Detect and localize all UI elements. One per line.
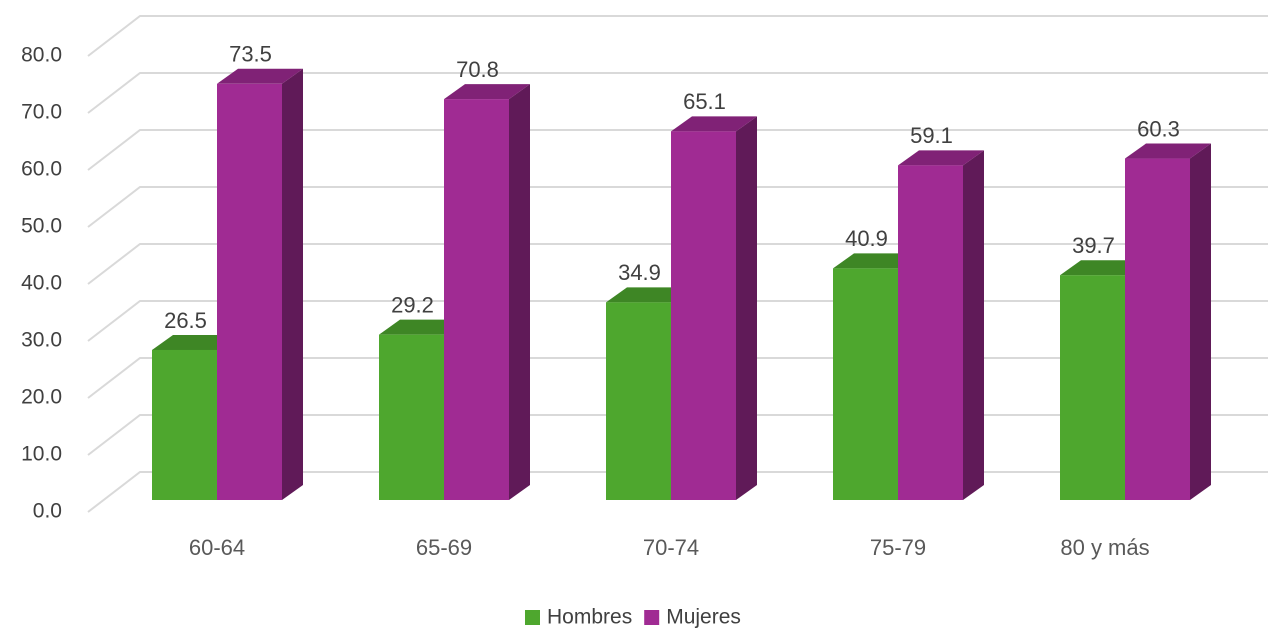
y-tick-label: 40.0 (21, 272, 62, 295)
legend-swatch (525, 610, 540, 625)
data-label: 34.9 (618, 260, 661, 285)
y-tick-label: 50.0 (21, 215, 62, 238)
grid-line (87, 72, 1268, 114)
bar-side (282, 68, 303, 501)
bar-front (217, 83, 282, 501)
bar-front (1060, 275, 1125, 500)
bar-front (152, 349, 217, 500)
bar-top (1125, 143, 1211, 159)
bar-top (833, 253, 919, 269)
bar-front (444, 99, 509, 500)
bar-top (444, 84, 530, 100)
y-tick-label: 20.0 (21, 386, 62, 409)
bar-top (217, 68, 303, 84)
x-tick-label: 80 y más (1060, 535, 1149, 560)
data-label: 65.1 (683, 89, 726, 114)
legend-swatch (644, 610, 660, 625)
data-label: 26.5 (164, 308, 207, 333)
data-label: 73.5 (229, 42, 272, 67)
grid-line (87, 186, 1268, 228)
bar (217, 68, 303, 501)
y-tick-label: 10.0 (21, 443, 62, 466)
bar-side (509, 84, 530, 500)
bar-top (152, 334, 238, 350)
grid-line (87, 129, 1268, 171)
x-tick-label: 75-79 (870, 535, 926, 560)
grid-line (87, 243, 1268, 285)
bar-top (898, 150, 984, 166)
bar-top (671, 116, 757, 132)
bar (898, 150, 984, 500)
y-tick-label: 60.0 (21, 158, 62, 181)
bar-side (1190, 143, 1211, 500)
data-label: 39.7 (1072, 233, 1115, 258)
data-label: 60.3 (1137, 116, 1180, 141)
y-tick-label: 70.0 (21, 101, 62, 124)
bar-top (379, 319, 465, 335)
bar-top (606, 287, 692, 303)
bar (444, 84, 530, 500)
data-label: 59.1 (910, 123, 953, 148)
bar-top (1060, 260, 1146, 276)
data-label: 29.2 (391, 292, 434, 317)
y-tick-label: 0.0 (33, 500, 62, 523)
y-tick-label: 80.0 (21, 44, 62, 67)
y-tick-label: 30.0 (21, 329, 62, 352)
bar-front (833, 268, 898, 500)
x-tick-label: 65-69 (416, 535, 472, 560)
x-tick-label: 60-64 (189, 535, 245, 560)
bar-side (736, 116, 757, 500)
bar-front (898, 165, 963, 500)
bar-side (963, 150, 984, 500)
bar (671, 116, 757, 500)
bar-front (1125, 158, 1190, 500)
x-tick-label: 70-74 (643, 535, 699, 560)
grid-line (87, 15, 1268, 57)
data-label: 70.8 (456, 57, 499, 82)
data-label: 40.9 (845, 226, 888, 251)
bar (1125, 143, 1211, 500)
legend-label: Hombres (547, 606, 632, 629)
bar-front (379, 334, 444, 500)
bar-front (671, 131, 736, 500)
legend-label: Mujeres (666, 606, 741, 629)
bar-front (606, 302, 671, 500)
